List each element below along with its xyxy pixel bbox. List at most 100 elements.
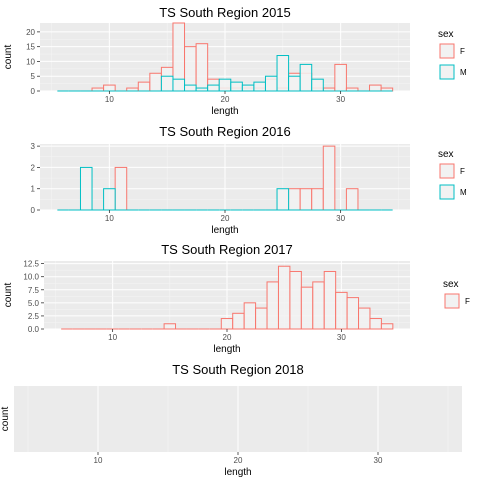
x-tick-label: 20: [221, 214, 230, 223]
bar-F: [137, 81, 151, 92]
legend-title: sex: [438, 29, 454, 40]
bar-F: [149, 72, 162, 92]
x-tick-label: 10: [108, 333, 117, 342]
bar-F: [243, 302, 257, 330]
chart-title: TS South Region 2018: [172, 362, 304, 377]
x-axis-label: length: [211, 106, 238, 117]
bar-F: [369, 84, 382, 92]
x-tick-label: 20: [221, 95, 230, 104]
y-tick-label: 5.0: [28, 299, 40, 308]
y-tick-label: 2.5: [28, 312, 40, 321]
x-tick-label: 20: [223, 333, 232, 342]
x-tick-label: 30: [336, 95, 345, 104]
bar-F: [288, 188, 301, 211]
legend: sex F: [443, 279, 470, 309]
bar-F: [311, 188, 324, 211]
y-tick-label: 12.5: [23, 260, 39, 269]
y-tick-label: 10: [26, 57, 35, 66]
bar-F: [345, 188, 359, 211]
bar-F: [114, 166, 128, 211]
bar-F: [346, 297, 360, 330]
bar-F: [103, 84, 116, 92]
bar-F: [266, 281, 279, 330]
bar-M: [230, 81, 243, 92]
bar-M: [264, 75, 278, 92]
y-tick-label: 0: [31, 206, 36, 215]
y-tick-label: 15: [26, 43, 35, 52]
bar-F: [334, 63, 347, 92]
chart-title: TS South Region 2017: [161, 242, 293, 257]
bar-F: [277, 265, 291, 330]
bar-F: [195, 43, 209, 92]
y-axis-label: count: [3, 45, 14, 70]
bar-F: [255, 307, 268, 330]
bar-F: [380, 323, 394, 330]
legend-key-F: [439, 163, 455, 179]
bar-F: [232, 312, 245, 330]
bar-M: [195, 87, 209, 92]
bar-F: [369, 318, 382, 330]
legend: sex F M: [438, 149, 467, 200]
legend-title: sex: [443, 279, 459, 290]
bar-M: [184, 84, 197, 92]
x-tick-label: 10: [105, 95, 114, 104]
bar-F: [300, 286, 314, 330]
legend-label-F: F: [460, 47, 465, 56]
chart-title: TS South Region 2015: [159, 5, 291, 20]
y-tick-label: 0.0: [28, 325, 40, 334]
bar-F: [358, 307, 371, 330]
legend-label-M: M: [460, 188, 467, 197]
panel-1: 10 20 30 0 5 10 15 20 TS South Region 2015 length…: [3, 5, 467, 117]
bar-M: [288, 75, 301, 92]
x-tick-label: 30: [336, 214, 345, 223]
bar-M: [241, 84, 255, 92]
bar-M: [299, 63, 313, 92]
legend-label-F: F: [460, 167, 465, 176]
bar-F: [323, 270, 337, 330]
panel-3: 10 20 30 0.0 2.5 5.0 7.5 10.0 12.5 TS South Regio…: [3, 242, 470, 355]
legend-title: sex: [438, 149, 454, 160]
y-axis-label: count: [3, 283, 14, 308]
bar-F: [312, 281, 325, 330]
x-tick-label: 10: [105, 214, 114, 223]
bar-M: [276, 55, 290, 92]
legend-key-F: [444, 293, 460, 309]
x-axis-label: length: [213, 344, 240, 355]
bar-M: [218, 78, 232, 92]
y-tick-label: 20: [26, 28, 35, 37]
legend-key-M: [439, 64, 455, 80]
x-tick-label: 30: [374, 456, 383, 465]
x-axis-label: length: [211, 225, 238, 236]
y-tick-label: 2: [31, 163, 36, 172]
y-tick-label: 5: [31, 72, 36, 81]
x-tick-label: 30: [337, 333, 346, 342]
y-tick-label: 7.5: [28, 286, 40, 295]
y-tick-label: 0: [31, 87, 36, 96]
legend-key-M: [439, 184, 455, 200]
legend-key-F: [439, 43, 455, 59]
legend-label-M: M: [460, 68, 467, 77]
bar-M: [311, 78, 324, 92]
x-tick-label: 20: [234, 456, 243, 465]
bar-F: [299, 188, 313, 211]
bar-M: [276, 188, 290, 211]
legend: sex F M: [438, 29, 467, 80]
bar-F: [289, 270, 302, 330]
bar-M: [103, 188, 116, 211]
panel-2: 10 20 30 0 1 2 3 TS South Region 2016 length sex F…: [31, 124, 467, 236]
bar-M: [253, 81, 266, 92]
x-axis-label: length: [224, 467, 251, 478]
bar-F: [322, 145, 336, 211]
bar-M: [160, 75, 174, 92]
bar-F: [184, 46, 197, 92]
bar-F: [335, 291, 348, 330]
chart-title: TS South Region 2016: [159, 124, 291, 139]
y-axis-label: count: [0, 407, 11, 432]
bar-F: [220, 318, 234, 330]
bar-M: [172, 78, 186, 92]
panel-4: 10 20 30 TS South Region 2018 length count: [0, 362, 462, 478]
bar-M: [207, 84, 220, 92]
y-tick-label: 3: [31, 142, 36, 151]
